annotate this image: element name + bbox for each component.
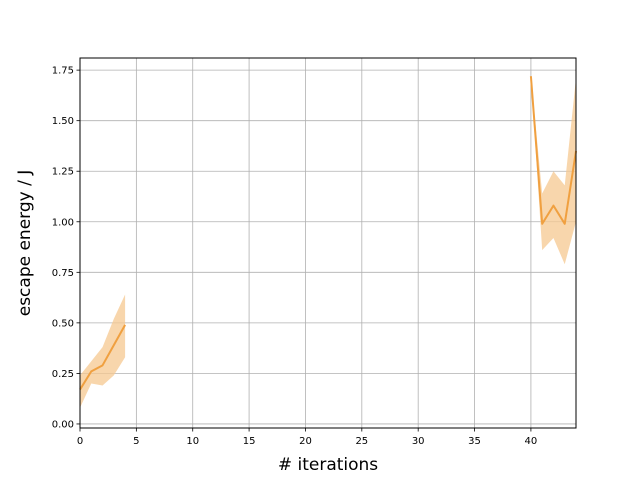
y-tick-label: 1.25 <box>52 167 74 178</box>
y-tick-label: 0.00 <box>52 419 74 430</box>
y-tick-label: 0.25 <box>52 369 74 380</box>
series-line <box>79 324 126 391</box>
x-tick-label: 5 <box>133 436 139 447</box>
y-tick-label: 0.75 <box>52 268 74 279</box>
y-axis-ticks: 0.00 0.25 0.50 0.75 1.00 1.25 1.50 1.75 <box>52 66 80 430</box>
x-tick-label: 10 <box>186 436 199 447</box>
plot-frame <box>79 57 577 429</box>
x-tick-label: 30 <box>412 436 425 447</box>
x-tick-label: 0 <box>77 436 83 447</box>
x-axis-ticks: 0 5 10 15 20 25 30 35 40 <box>77 428 537 447</box>
series-lines <box>79 76 577 391</box>
confidence-band <box>80 294 126 408</box>
grid-lines <box>79 58 576 428</box>
y-tick-label: 0.50 <box>52 318 74 329</box>
x-tick-label: 25 <box>355 436 368 447</box>
x-axis-label: # iterations <box>278 455 378 475</box>
x-tick-label: 40 <box>525 436 538 447</box>
series-line <box>529 76 577 225</box>
y-tick-label: 1.00 <box>52 217 74 228</box>
y-axis-label: escape energy / J <box>15 170 35 317</box>
y-tick-label: 1.50 <box>52 116 74 127</box>
x-tick-label: 35 <box>468 436 481 447</box>
x-tick-label: 15 <box>243 436 256 447</box>
plot-area <box>80 58 576 428</box>
y-tick-label: 1.75 <box>52 66 74 77</box>
x-tick-label: 20 <box>299 436 312 447</box>
